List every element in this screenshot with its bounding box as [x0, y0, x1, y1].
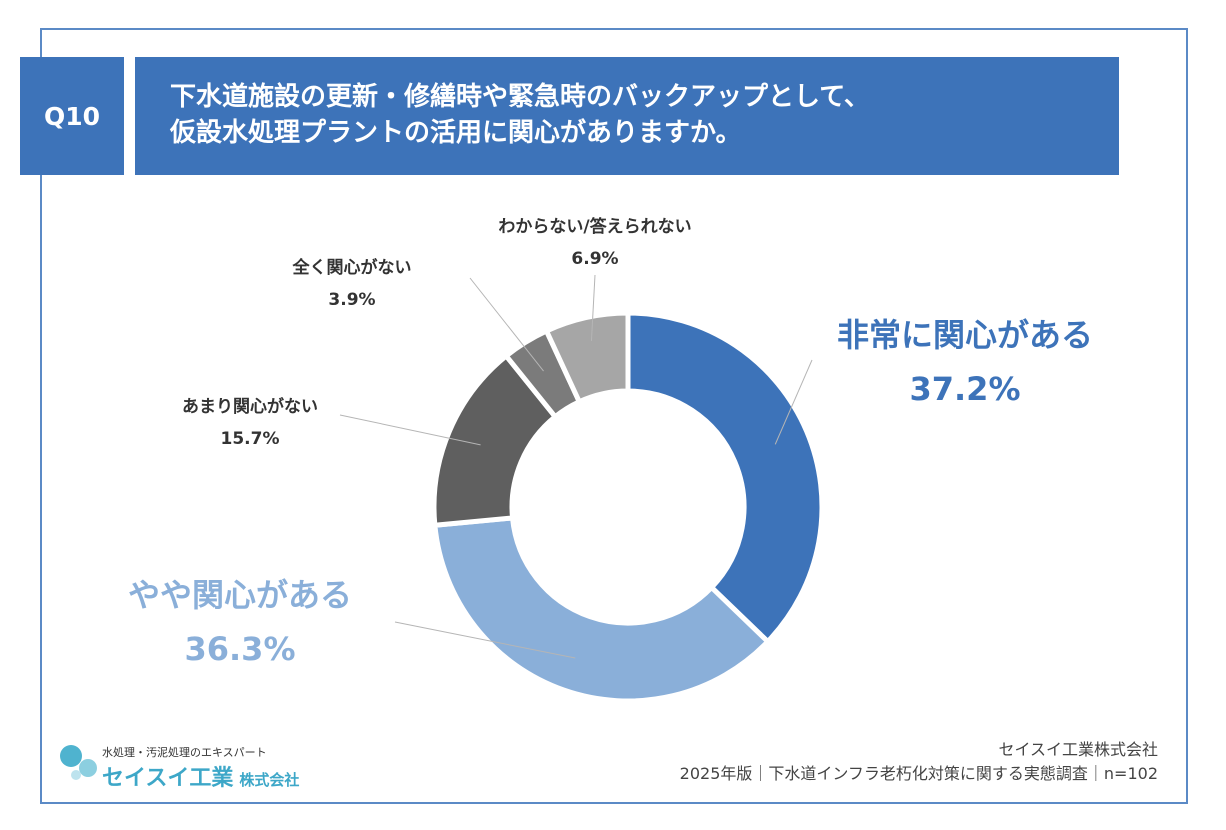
logo-name-suffix: 株式会社 [239, 771, 300, 789]
question-title-line-1: 下水道施設の更新・修繕時や緊急時のバックアップとして、 [170, 82, 870, 112]
question-title-line-2: 仮設水処理プラントの活用に関心がありますか。 [170, 118, 742, 148]
leader-very-interested [774, 359, 813, 445]
label-not-interested: 全く関心がない 3.9% [262, 253, 442, 310]
question-number: Q10 [20, 57, 124, 175]
footer-survey: 2025年版｜下水道インフラ老朽化対策に関する実態調査｜n=102 [679, 764, 1158, 783]
leader-unknown [590, 274, 596, 342]
label-not-very-interested: あまり関心がない 15.7% [150, 392, 350, 449]
leader-somewhat-interested [394, 621, 576, 659]
label-unknown-value: 6.9% [571, 249, 619, 269]
slice-very-interested [625, 310, 825, 646]
label-somewhat-interested-value: 36.3% [184, 630, 296, 668]
label-not-interested-value: 3.9% [328, 290, 376, 310]
footer-credits: セイスイ工業株式会社 2025年版｜下水道インフラ老朽化対策に関する実態調査｜n… [680, 738, 1158, 786]
label-very-interested-value: 37.2% [909, 370, 1021, 408]
question-title: 下水道施設の更新・修繕時や緊急時のバックアップとして、 仮設水処理プラントの活用… [135, 57, 1119, 175]
label-somewhat-interested: やや関心がある 36.3% [90, 570, 390, 668]
slice-somewhat-interested [432, 515, 772, 704]
company-logo: 水処理・汚泥処理のエキスパート セイスイ工業 株式会社 [58, 740, 318, 791]
label-unknown-name: わからない/答えられない [498, 217, 692, 237]
slice-unknown [543, 310, 631, 406]
label-somewhat-interested-name: やや関心がある [127, 576, 352, 614]
label-very-interested: 非常に関心がある 37.2% [790, 310, 1140, 408]
label-not-very-interested-value: 15.7% [220, 429, 280, 449]
chart-frame [40, 28, 1188, 804]
label-unknown: わからない/答えられない 6.9% [455, 212, 735, 269]
logo-name: セイスイ工業 株式会社 [102, 760, 299, 792]
leader-not-interested [469, 277, 544, 372]
label-not-interested-name: 全く関心がない [292, 258, 412, 278]
label-very-interested-name: 非常に関心がある [836, 316, 1093, 354]
footer-company: セイスイ工業株式会社 [998, 740, 1158, 759]
logo-mark-icon [60, 745, 97, 780]
logo-name-main: セイスイ工業 [102, 766, 234, 791]
label-not-very-interested-name: あまり関心がない [182, 397, 318, 417]
leader-not-very-interested [339, 414, 481, 446]
logo-tagline: 水処理・汚泥処理のエキスパート [102, 746, 267, 759]
